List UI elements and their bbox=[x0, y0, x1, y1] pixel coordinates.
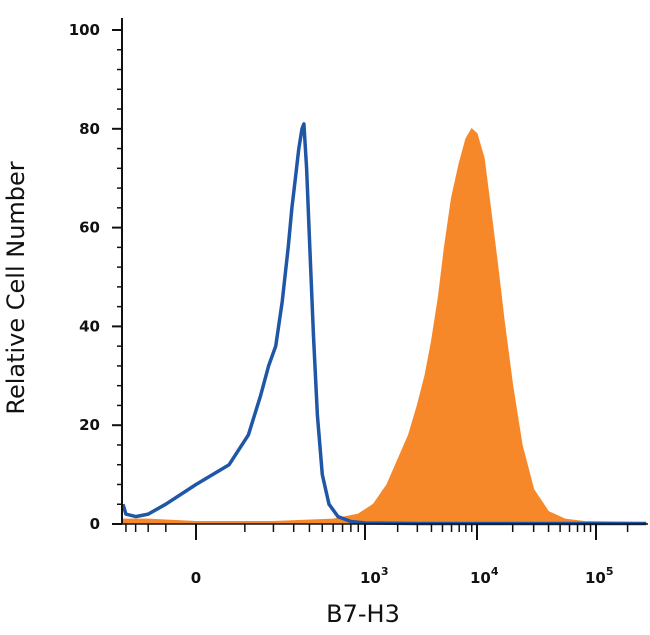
x-tick-label-1e3: 103 bbox=[360, 565, 389, 587]
x-axis-label: B7-H3 bbox=[326, 600, 400, 628]
x-tick-labels: 0 103 104 105 bbox=[191, 565, 614, 587]
y-tick-label: 0 bbox=[90, 515, 100, 533]
x-tick-label-1e5: 105 bbox=[585, 565, 614, 587]
y-tick-label: 100 bbox=[69, 21, 100, 39]
y-axis-label: Relative Cell Number bbox=[2, 161, 30, 414]
x-tick-label-1e4: 104 bbox=[470, 565, 499, 587]
plot-area: 0 20 40 60 80 100 bbox=[69, 18, 648, 540]
x-tick-label-0: 0 bbox=[191, 569, 201, 587]
y-tick-label: 20 bbox=[79, 416, 100, 434]
filled-histogram bbox=[122, 128, 647, 525]
y-tick-label: 80 bbox=[79, 120, 100, 138]
y-tick-label: 40 bbox=[79, 317, 100, 335]
outline-histogram bbox=[121, 122, 646, 526]
y-tick-label: 60 bbox=[79, 219, 100, 237]
